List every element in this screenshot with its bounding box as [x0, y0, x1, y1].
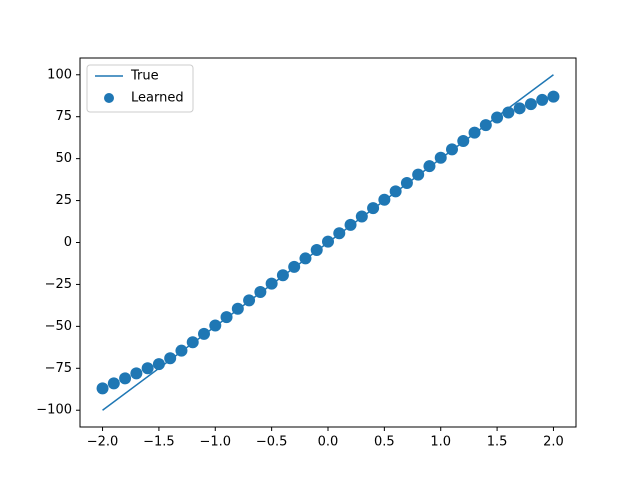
- learned-point: [299, 252, 312, 265]
- learned-point: [457, 135, 470, 148]
- x-tick-label: 1.5: [487, 435, 508, 450]
- learned-point: [412, 168, 425, 181]
- y-tick-label: −50: [45, 319, 72, 334]
- x-tick-label: −1.0: [199, 435, 231, 450]
- legend-label: True: [130, 69, 159, 84]
- learned-point: [119, 372, 132, 385]
- learned-point: [491, 111, 504, 124]
- learned-point: [288, 260, 301, 273]
- learned-point: [513, 102, 526, 115]
- y-tick-label: 0: [64, 235, 72, 250]
- learned-point: [524, 98, 537, 111]
- learned-point: [220, 311, 233, 324]
- learned-point: [276, 269, 289, 282]
- x-tick-label: −1.5: [143, 435, 175, 450]
- learned-point: [130, 367, 143, 380]
- y-tick-label: 50: [55, 151, 72, 166]
- learned-point: [107, 377, 120, 390]
- learned-point: [355, 210, 368, 223]
- y-tick-label: −75: [45, 361, 72, 376]
- learned-point: [344, 218, 357, 231]
- learned-point: [502, 106, 515, 119]
- learned-point: [389, 185, 402, 198]
- learned-point: [547, 90, 560, 103]
- y-tick-label: −100: [36, 403, 72, 418]
- learned-point: [96, 382, 109, 395]
- learned-point: [536, 93, 549, 106]
- learned-point: [333, 227, 346, 240]
- y-tick-label: −25: [45, 277, 72, 292]
- learned-point: [423, 160, 436, 173]
- learned-point: [175, 344, 188, 357]
- learned-point: [265, 277, 278, 290]
- learned-point: [322, 235, 334, 248]
- legend-label: Learned: [131, 91, 184, 106]
- learned-point: [243, 294, 256, 307]
- learned-point: [209, 319, 222, 332]
- x-tick-label: 1.0: [430, 435, 451, 450]
- x-tick-label: 2.0: [543, 435, 564, 450]
- y-tick-label: 25: [55, 193, 72, 208]
- learned-point: [367, 202, 380, 215]
- y-tick-label: 100: [47, 67, 72, 82]
- learned-point: [254, 285, 267, 298]
- x-tick-label: 0.5: [374, 435, 395, 450]
- legend-dot: [104, 93, 114, 103]
- learned-point: [231, 302, 244, 315]
- learned-point: [400, 176, 413, 189]
- y-tick-label: 75: [55, 109, 72, 124]
- learned-point: [446, 143, 458, 156]
- x-tick-label: −2.0: [87, 435, 119, 450]
- x-tick-label: −0.5: [256, 435, 288, 450]
- learned-point: [479, 119, 492, 132]
- learned-point: [141, 362, 154, 375]
- learned-point: [186, 336, 199, 349]
- learned-point: [378, 193, 391, 206]
- learned-point: [164, 352, 177, 365]
- learned-point: [434, 151, 447, 164]
- learned-point: [198, 327, 210, 340]
- x-tick-label: 0.0: [318, 435, 339, 450]
- learned-point: [152, 358, 165, 371]
- learned-point: [310, 244, 323, 257]
- learned-point: [468, 126, 481, 139]
